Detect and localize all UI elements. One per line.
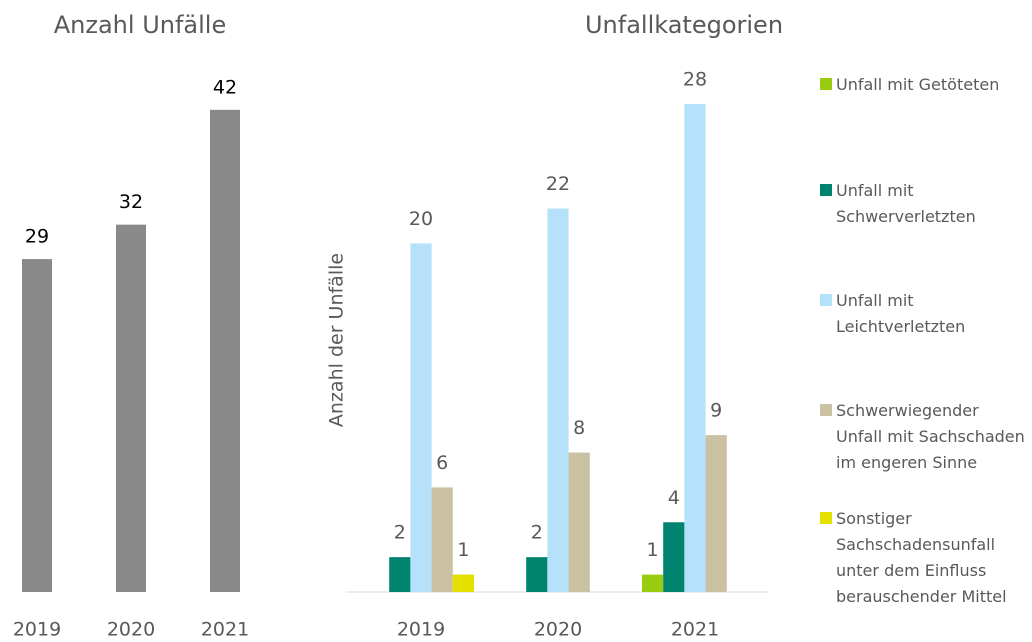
data-label: 8 (573, 417, 585, 439)
data-label: 2 (394, 522, 406, 544)
data-label: 29 (25, 226, 49, 248)
bar (452, 574, 474, 592)
legend-swatch (820, 78, 832, 90)
legend-label: Unfall mit Schwerverletzten (836, 181, 976, 226)
bar (22, 259, 52, 592)
legend-swatch (820, 404, 832, 416)
data-label: 6 (436, 452, 448, 474)
legend-item: Unfall mit Schwerverletzten (820, 178, 1025, 226)
bar (210, 109, 240, 592)
data-label: 28 (683, 68, 707, 90)
x-tick-label: 2021 (671, 619, 719, 641)
x-tick-label: 2021 (201, 619, 249, 641)
legend-item: Sonstiger Sachschadensunfall unter dem E… (820, 506, 1025, 606)
bar (663, 522, 685, 592)
data-label: 1 (647, 539, 659, 561)
data-label: 2 (531, 522, 543, 544)
bar (547, 208, 569, 593)
bar (389, 557, 411, 592)
legend-label: Schwerwiegender Unfall mit Sachschaden i… (836, 401, 1025, 472)
bar (705, 435, 727, 592)
legend-label: Unfall mit Getöteten (836, 75, 1000, 94)
x-tick-label: 2020 (107, 619, 155, 641)
data-label: 42 (213, 76, 237, 98)
x-tick-label: 2019 (397, 619, 445, 641)
bar (568, 452, 590, 592)
legend-label: Sonstiger Sachschadensunfall unter dem E… (836, 509, 1007, 606)
data-label: 4 (668, 487, 680, 509)
x-tick-label: 2020 (534, 619, 582, 641)
legend-swatch (820, 512, 832, 524)
legend-label: Unfall mit Leichtverletzten (836, 291, 966, 336)
data-label: 20 (409, 208, 433, 230)
data-label: 9 (710, 400, 722, 422)
legend-swatch (820, 294, 832, 306)
data-label: 1 (457, 539, 469, 561)
legend-item: Unfall mit Leichtverletzten (820, 288, 1025, 336)
bar (410, 243, 432, 592)
legend-item: Unfall mit Getöteten (820, 72, 1025, 98)
bar (526, 557, 548, 592)
legend-swatch (820, 184, 832, 196)
x-tick-label: 2019 (13, 619, 61, 641)
bar (116, 224, 146, 592)
legend-item: Schwerwiegender Unfall mit Sachschaden i… (820, 398, 1025, 472)
y-axis-label: Anzahl der Unfälle (326, 253, 348, 427)
bar (684, 103, 706, 593)
data-label: 32 (119, 191, 143, 213)
bar (431, 487, 453, 592)
data-label: 22 (546, 173, 570, 195)
chart-title: Unfallkategorien (585, 11, 783, 39)
bar (642, 574, 664, 592)
chart-title: Anzahl Unfälle (54, 11, 226, 39)
